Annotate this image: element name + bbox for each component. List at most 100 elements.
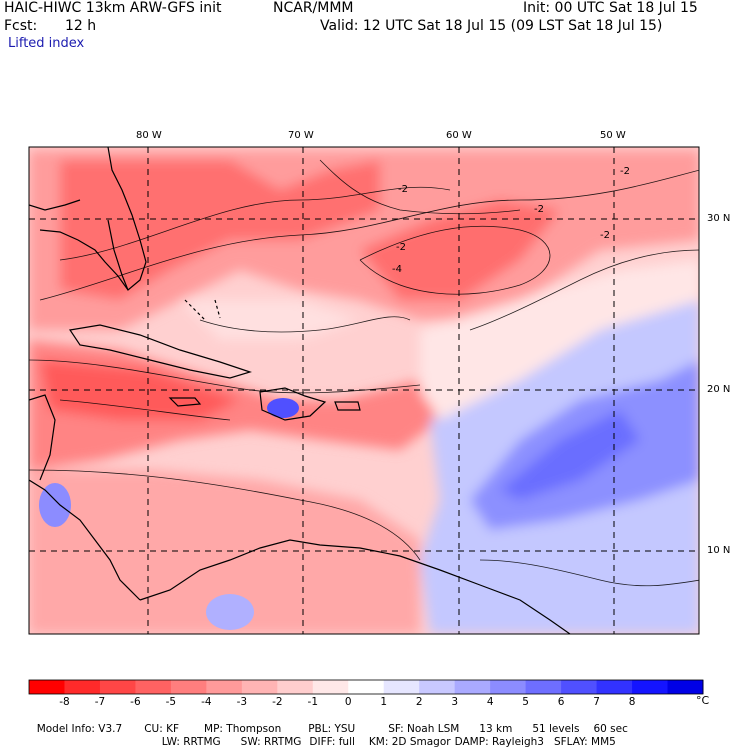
colorbar-tick-label: 3 xyxy=(451,696,459,708)
colorbar-swatch xyxy=(312,680,349,694)
colorbar-swatch xyxy=(667,680,704,694)
fcst-label: Fcst: xyxy=(4,18,38,34)
colorbar-swatch xyxy=(241,680,278,694)
coast-cuba xyxy=(68,324,252,379)
colorbar-tick-label: -3 xyxy=(236,696,248,708)
title-org: NCAR/MMM xyxy=(273,0,354,16)
lon-label-50w: 50 W xyxy=(600,130,626,141)
lon-label-70w: 70 W xyxy=(288,130,314,141)
colorbar-swatch xyxy=(525,680,562,694)
model-info-line1: Model Info: V3.7 CU: KF MP: Thompson PBL: Y… xyxy=(30,711,628,735)
contour-label: -2 xyxy=(534,204,544,215)
graticule xyxy=(29,147,699,634)
colorbar-swatch xyxy=(561,680,598,694)
contours xyxy=(29,159,699,587)
coast-gulf xyxy=(29,199,81,211)
field-region-strong-neg-east xyxy=(360,200,560,300)
contour-label: -2 xyxy=(600,230,610,241)
colorbar-swatch xyxy=(206,680,243,694)
model-info-sflay: SFLAY: MM5 xyxy=(553,736,616,748)
contour-label: -2 xyxy=(398,184,408,195)
valid-time: Valid: 12 UTC Sat 18 Jul 15 (09 LST Sat … xyxy=(320,18,663,34)
field-name: Lifted index xyxy=(8,36,85,51)
colorbar-swatch xyxy=(348,680,385,694)
colorbar-tick-label: -6 xyxy=(130,696,141,708)
colorbar-unit: °C xyxy=(696,694,710,707)
colorbar-swatch xyxy=(135,680,172,694)
colorbar-swatch xyxy=(29,680,65,694)
colorbar-tick-label: 1 xyxy=(380,696,388,708)
lon-label-60w: 60 W xyxy=(446,130,472,141)
map-frame xyxy=(28,146,700,635)
model-info-km: KM: 2D Smagor xyxy=(368,736,451,748)
coast-puerto-rico xyxy=(334,401,361,411)
coast-bahamas xyxy=(184,299,221,321)
colorbar-tick-label: 0 xyxy=(344,696,352,708)
model-info-levels: 51 levels xyxy=(532,723,580,735)
colorbar-swatch xyxy=(383,680,420,694)
model-info-lw: LW: RRTMG xyxy=(161,736,221,748)
blue-pocket-central-america xyxy=(39,483,71,527)
model-info-sf: SF: Noah LSM xyxy=(388,723,460,735)
colorbar-swatch xyxy=(490,680,527,694)
model-info-sw: SW: RRTMG xyxy=(240,736,302,748)
colorbar-swatch xyxy=(632,680,669,694)
lat-label-20n: 20 N xyxy=(707,384,731,395)
colorbar-tick-label: 5 xyxy=(522,696,529,708)
model-info-line2: LW: RRTMG SW: RRTMG DIFF: full KM: 2D Smago… xyxy=(155,724,616,748)
contour-label: -2 xyxy=(620,166,630,177)
colorbar-swatch xyxy=(64,680,101,694)
title-left: HAIC-HIWC 13km ARW-GFS init xyxy=(4,0,222,16)
fcst-value: 12 h xyxy=(65,18,97,34)
lon-label-80w: 80 W xyxy=(136,130,162,141)
coast-us-east xyxy=(39,147,147,291)
colorbar-swatch xyxy=(170,680,207,694)
coast-south-america xyxy=(139,539,571,634)
coastlines xyxy=(29,147,571,634)
colorbar-swatch xyxy=(277,680,314,694)
blue-pocket-hispaniola xyxy=(267,398,299,418)
model-info-diff: DIFF: full xyxy=(309,736,355,748)
coast-florida xyxy=(107,219,129,291)
coast-central-america xyxy=(29,479,141,601)
colorbar-tick-label: -8 xyxy=(59,696,70,708)
model-info-mp: MP: Thompson xyxy=(204,723,282,735)
coast-jamaica xyxy=(168,397,202,407)
colorbar-tick-label: 4 xyxy=(486,696,494,708)
field-region-east-blue-max xyxy=(500,410,640,500)
coast-hispaniola xyxy=(259,387,327,421)
colorbar-tick-label: -7 xyxy=(94,696,106,708)
colorbar-tick-label: 7 xyxy=(593,696,600,708)
field-region-south xyxy=(29,470,420,634)
model-info-res: 13 km xyxy=(479,723,513,735)
colorbar-tick-label: -5 xyxy=(165,696,177,708)
contour-label: -2 xyxy=(396,242,406,253)
blue-pocket-south xyxy=(206,594,254,630)
lat-label-30n: 30 N xyxy=(707,213,731,224)
contour-label: -4 xyxy=(392,264,402,275)
field-region-neutral xyxy=(420,260,699,420)
colorbar-swatch xyxy=(454,680,491,694)
colorbar-tick-label: -1 xyxy=(307,696,319,708)
model-info-damp: DAMP: Rayleigh3 xyxy=(454,736,544,748)
colorbar-swatch xyxy=(419,680,456,694)
field-region-neutral-north xyxy=(180,300,360,340)
colorbar-tick-label: -4 xyxy=(201,696,212,708)
model-info-pbl: PBL: YSU xyxy=(308,723,356,735)
colorbar-tick-label: 8 xyxy=(628,696,636,708)
field-region-strong-neg-west xyxy=(60,160,380,300)
colorbar-tick-label: 6 xyxy=(557,696,565,708)
coast-yucatan xyxy=(29,394,56,481)
colorbar-tick-label: 2 xyxy=(415,696,423,708)
colorbar-swatch xyxy=(596,680,633,694)
init-time: Init: 00 UTC Sat 18 Jul 15 xyxy=(523,0,698,16)
colorbar-swatch xyxy=(99,680,136,694)
model-info-version: Model Info: V3.7 xyxy=(36,723,123,735)
lat-label-10n: 10 N xyxy=(707,545,731,556)
model-info-cu: CU: KF xyxy=(144,723,180,735)
colorbar xyxy=(28,679,704,695)
colorbar-tick-label: -2 xyxy=(272,696,283,708)
colorbar-frame xyxy=(28,679,704,695)
model-info-timestep: 60 sec xyxy=(593,723,628,735)
